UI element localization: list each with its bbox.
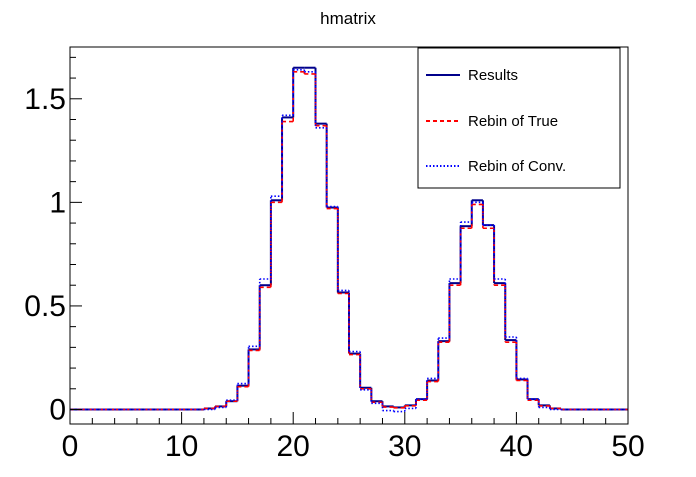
legend-label-results: Results [468, 67, 518, 84]
series-layer [70, 66, 628, 413]
legend-entry-results: Results [426, 67, 518, 84]
legend-box [417, 47, 621, 189]
plot-frame [69, 46, 629, 425]
y-tick-label: 1.5 [24, 83, 66, 116]
x-tick-label: 40 [500, 430, 533, 463]
legend-entry-rebin-conv: Rebin of Conv. [426, 158, 566, 175]
series-3 [70, 68, 628, 413]
y-tick-label: 1 [49, 186, 66, 219]
legend-entry-rebin-true: Rebin of True [426, 113, 558, 130]
y-tick-label: 0.5 [24, 290, 66, 323]
x-tick-label: 10 [165, 430, 198, 463]
y-tick-label: 0 [49, 394, 66, 427]
series-2 [70, 71, 628, 411]
x-tick-label: 50 [611, 430, 644, 463]
legend: Results Rebin of True Rebin of Conv. [417, 47, 621, 189]
legend-label-rebin-conv: Rebin of Conv. [468, 158, 566, 175]
chart-title: hmatrix [320, 9, 376, 28]
legend-label-rebin-true: Rebin of True [468, 113, 558, 130]
x-tick-label: 20 [277, 430, 310, 463]
x-tick-label: 0 [62, 430, 79, 463]
axes-layer: 0 10 20 30 40 50 0 0.5 1 1.5 [24, 46, 645, 463]
x-tick-label: 30 [388, 430, 421, 463]
